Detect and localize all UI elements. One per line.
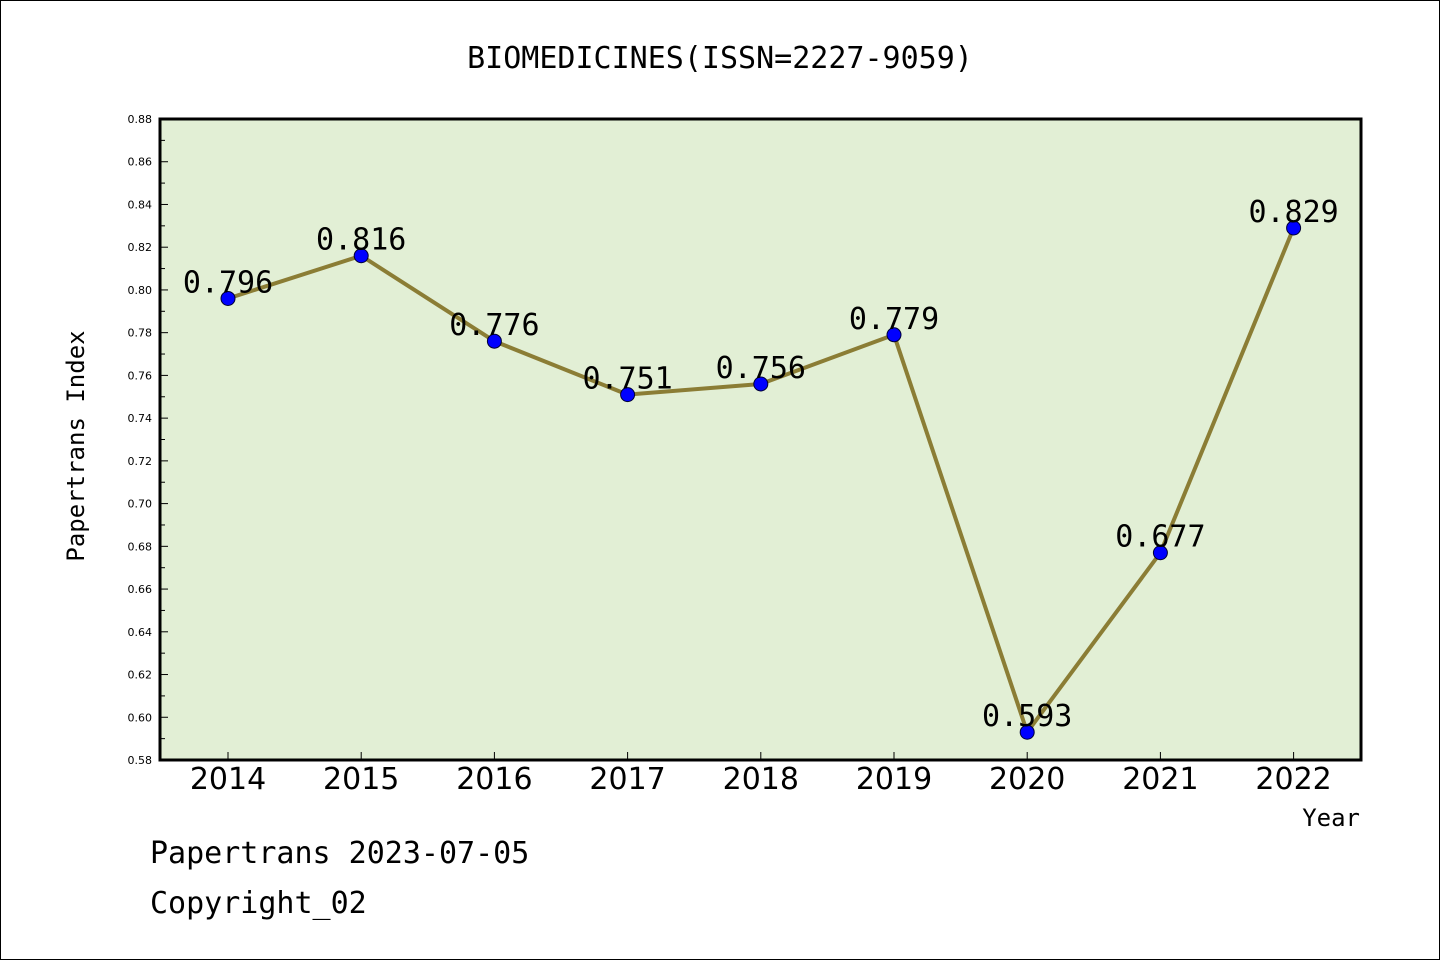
y-axis: 0.58 0.60 0.62 0.64 0.66 0.68 0.70 0.72 0.74 0.76… — [128, 113, 168, 767]
x-tick-label: 2022 — [1255, 762, 1331, 797]
chart-title: BIOMEDICINES(ISSN=2227-9059) — [467, 41, 973, 76]
x-axis: 2014 2015 2016 2017 2018 2019 2020 2021 2022 — [190, 752, 1332, 797]
data-point — [220, 290, 236, 306]
x-axis-title: Year — [1302, 804, 1360, 832]
y-tick-label: 0.78 — [128, 327, 153, 340]
y-tick-label: 0.66 — [128, 583, 153, 596]
data-point — [1019, 724, 1035, 740]
x-tick-label: 2020 — [989, 762, 1065, 797]
data-point — [353, 248, 369, 264]
data-label: 0.751 — [582, 362, 672, 397]
x-tick-label: 2017 — [589, 762, 665, 797]
y-tick-label: 0.60 — [128, 711, 153, 724]
x-tick-label: 2016 — [456, 762, 532, 797]
data-label: 0.796 — [183, 265, 273, 300]
y-tick-label: 0.88 — [128, 113, 153, 126]
x-tick-label: 2019 — [856, 762, 932, 797]
y-tick-label: 0.72 — [128, 455, 153, 468]
y-tick-label: 0.74 — [128, 412, 153, 425]
data-label: 0.677 — [1115, 520, 1205, 555]
plot-area — [158, 117, 1363, 762]
data-label: 0.776 — [449, 308, 539, 343]
x-tick-label: 2015 — [323, 762, 399, 797]
series-markers — [220, 220, 1302, 740]
y-tick-label: 0.64 — [128, 626, 153, 639]
x-tick-label: 2014 — [190, 762, 266, 797]
footer-date: Papertrans 2023-07-05 — [150, 836, 530, 871]
data-point — [1152, 545, 1168, 561]
data-point — [1286, 220, 1302, 236]
data-label: 0.829 — [1248, 195, 1338, 230]
data-label: 0.593 — [982, 699, 1072, 734]
footer-copyright: Copyright_02 — [150, 886, 367, 921]
y-axis-title: Papertrans Index — [62, 330, 90, 561]
data-point — [886, 327, 902, 343]
y-tick-label: 0.62 — [128, 669, 153, 682]
data-label: 0.779 — [849, 302, 939, 337]
y-tick-label: 0.58 — [128, 754, 153, 767]
y-tick-label: 0.80 — [128, 284, 153, 297]
y-tick-label: 0.86 — [128, 156, 153, 169]
data-label: 0.756 — [716, 351, 806, 386]
data-point — [753, 376, 769, 392]
data-point — [486, 333, 502, 349]
y-tick-label: 0.82 — [128, 241, 153, 254]
x-tick-label: 2018 — [723, 762, 799, 797]
y-tick-label: 0.76 — [128, 369, 153, 382]
data-point — [620, 387, 636, 403]
x-tick-label: 2021 — [1122, 762, 1198, 797]
data-labels: 0.796 0.816 0.776 0.751 0.756 0.779 0.593 0.677… — [183, 195, 1339, 734]
data-label: 0.816 — [316, 223, 406, 258]
y-tick-label: 0.70 — [128, 498, 153, 511]
y-tick-label: 0.68 — [128, 540, 153, 553]
y-tick-label: 0.84 — [128, 198, 153, 211]
